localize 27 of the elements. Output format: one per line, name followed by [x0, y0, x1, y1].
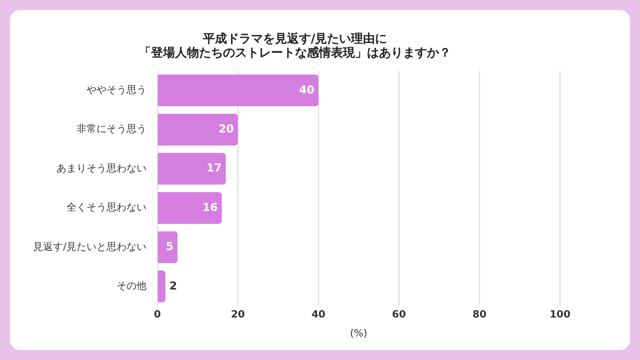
y-tick-label: 見返す/見たいと思わない — [32, 240, 146, 253]
x-tick-label: 0 — [154, 310, 161, 321]
bar — [158, 152, 226, 185]
y-tick-label: ややそう思う — [86, 84, 146, 96]
data-label: 5 — [166, 240, 174, 254]
x-tick-label: 100 — [550, 310, 570, 321]
data-label: 20 — [218, 122, 234, 136]
x-axis-title: (%) — [350, 328, 368, 340]
x-tick-label: 60 — [392, 310, 406, 321]
y-tick-label: 全くそう思わない — [66, 202, 146, 214]
y-tick-label: その他 — [116, 280, 146, 292]
data-label: 17 — [206, 162, 222, 175]
chart-subtitle: 「登場人物たちのストレートな感情表現」はありますか？ — [139, 46, 451, 60]
data-label: 16 — [202, 200, 218, 214]
x-tick-label: 80 — [472, 310, 486, 321]
chart-title: 平成ドラマを見返す/見たい理由に — [202, 31, 388, 46]
x-tick-label: 40 — [311, 310, 326, 321]
y-tick-label: あまりそう思わない — [56, 163, 146, 174]
bar — [158, 74, 318, 106]
bar — [158, 270, 166, 302]
bar — [158, 231, 178, 264]
data-label: 40 — [299, 83, 315, 96]
bar — [158, 192, 222, 224]
bar — [158, 114, 238, 146]
y-tick-label: 非常にそう思う — [76, 123, 146, 136]
data-label: 2 — [169, 279, 178, 292]
x-tick-label: 20 — [230, 310, 245, 321]
